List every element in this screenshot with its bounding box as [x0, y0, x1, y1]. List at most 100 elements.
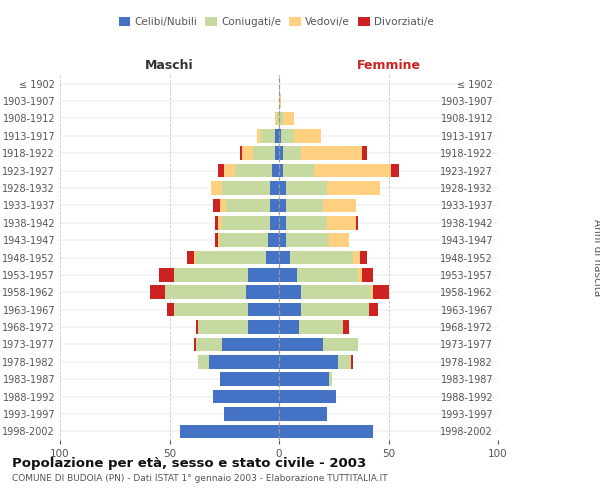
Bar — [222, 216, 270, 230]
Bar — [196, 338, 222, 351]
Bar — [279, 355, 338, 368]
Bar — [283, 164, 314, 177]
Bar — [279, 250, 290, 264]
Text: Maschi: Maschi — [145, 58, 194, 71]
Bar — [248, 268, 279, 281]
Bar — [218, 234, 220, 247]
Bar — [279, 286, 301, 299]
Bar — [239, 146, 242, 160]
Bar — [329, 234, 349, 247]
Bar — [196, 320, 198, 334]
Bar — [327, 181, 380, 195]
Bar — [209, 355, 279, 368]
Bar — [351, 355, 353, 368]
Bar — [279, 372, 329, 386]
Bar — [314, 164, 391, 177]
Bar — [248, 320, 279, 334]
Bar — [362, 268, 373, 281]
Bar — [224, 407, 279, 420]
Bar — [290, 250, 353, 264]
Bar — [242, 146, 253, 160]
Text: Anni di nascita: Anni di nascita — [592, 219, 600, 296]
Bar — [158, 268, 174, 281]
Bar — [211, 181, 222, 195]
Bar — [353, 250, 360, 264]
Bar — [279, 164, 283, 177]
Bar — [301, 146, 362, 160]
Bar — [198, 355, 209, 368]
Bar — [286, 181, 327, 195]
Legend: Celibi/Nubili, Coniugati/e, Vedovi/e, Divorziati/e: Celibi/Nubili, Coniugati/e, Vedovi/e, Di… — [115, 12, 437, 32]
Bar — [167, 303, 174, 316]
Bar — [248, 303, 279, 316]
Bar — [360, 250, 367, 264]
Bar — [327, 216, 356, 230]
Bar — [279, 320, 299, 334]
Bar — [301, 303, 369, 316]
Bar — [214, 198, 220, 212]
Bar — [222, 338, 279, 351]
Bar — [279, 303, 301, 316]
Bar — [215, 216, 218, 230]
Bar — [150, 286, 165, 299]
Bar — [279, 129, 281, 142]
Bar — [391, 164, 400, 177]
Bar — [283, 146, 301, 160]
Bar — [279, 407, 327, 420]
Bar — [279, 338, 323, 351]
Bar — [275, 112, 277, 125]
Bar — [279, 216, 286, 230]
Bar — [270, 198, 279, 212]
Bar — [323, 198, 356, 212]
Bar — [226, 198, 270, 212]
Bar — [215, 234, 218, 247]
Bar — [266, 250, 279, 264]
Bar — [279, 390, 336, 404]
Bar — [279, 268, 296, 281]
Bar — [220, 372, 279, 386]
Bar — [343, 320, 349, 334]
Bar — [181, 424, 279, 438]
Bar — [296, 268, 358, 281]
Bar — [356, 216, 358, 230]
Bar — [253, 146, 275, 160]
Bar — [323, 338, 358, 351]
Bar — [220, 234, 268, 247]
Bar — [275, 129, 279, 142]
Bar — [262, 129, 275, 142]
Text: Popolazione per età, sesso e stato civile - 2003: Popolazione per età, sesso e stato civil… — [12, 458, 366, 470]
Bar — [329, 372, 332, 386]
Bar — [299, 320, 343, 334]
Bar — [279, 181, 286, 195]
Bar — [295, 129, 320, 142]
Bar — [272, 164, 279, 177]
Bar — [194, 250, 196, 264]
Bar — [279, 146, 283, 160]
Bar — [279, 234, 286, 247]
Bar — [165, 286, 246, 299]
Bar — [373, 286, 389, 299]
Text: Femmine: Femmine — [356, 58, 421, 71]
Bar — [174, 303, 248, 316]
Bar — [286, 234, 329, 247]
Bar — [301, 286, 371, 299]
Bar — [268, 234, 279, 247]
Bar — [279, 94, 281, 108]
Bar — [246, 286, 279, 299]
Bar — [277, 112, 279, 125]
Bar — [235, 164, 272, 177]
Bar — [214, 390, 279, 404]
Bar — [196, 250, 266, 264]
Bar — [187, 250, 194, 264]
Bar — [279, 112, 283, 125]
Bar — [286, 216, 327, 230]
Bar — [270, 216, 279, 230]
Bar — [279, 198, 286, 212]
Bar — [257, 129, 262, 142]
Bar — [371, 286, 373, 299]
Bar — [286, 198, 323, 212]
Bar — [224, 164, 235, 177]
Bar — [283, 112, 295, 125]
Bar — [218, 216, 222, 230]
Bar — [220, 198, 226, 212]
